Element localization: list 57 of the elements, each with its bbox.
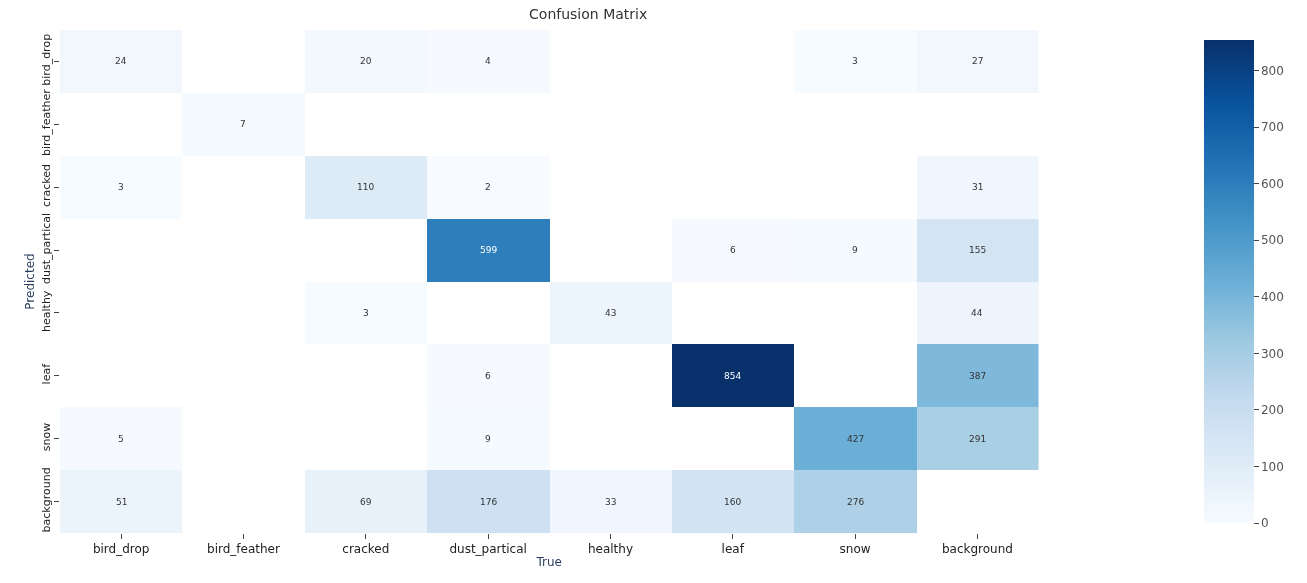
y-tick-label: bird_feather bbox=[39, 88, 53, 157]
x-tick-label: snow bbox=[839, 542, 871, 557]
color-bar-label: 500 bbox=[1260, 233, 1284, 248]
data-label: 291 bbox=[969, 434, 987, 444]
color-bar-label: 700 bbox=[1260, 120, 1284, 135]
x-tick-label: bird_drop bbox=[92, 542, 150, 557]
color-bar-label: 400 bbox=[1260, 289, 1284, 304]
data-label: 4 bbox=[485, 56, 491, 66]
y-tick-label: healthy bbox=[39, 290, 53, 332]
data-label: 24 bbox=[115, 56, 127, 66]
data-label: 3 bbox=[852, 56, 858, 66]
data-label: 176 bbox=[480, 497, 498, 507]
data-label: 44 bbox=[971, 308, 983, 318]
y-tick-label: bird_drop bbox=[39, 33, 53, 86]
data-label: 276 bbox=[847, 497, 865, 507]
data-label: 427 bbox=[847, 434, 865, 444]
x-tick-label: cracked bbox=[342, 542, 390, 557]
data-label: 2 bbox=[485, 182, 491, 192]
data-label: 27 bbox=[972, 56, 984, 66]
data-label: 155 bbox=[969, 245, 987, 255]
data-label: 387 bbox=[969, 371, 987, 381]
data-label: 599 bbox=[480, 245, 498, 255]
data-label: 3 bbox=[118, 182, 124, 192]
data-label: 9 bbox=[485, 434, 491, 444]
data-label: 6 bbox=[485, 371, 491, 381]
y-tick-label: cracked bbox=[39, 163, 53, 208]
color-bar-label: 800 bbox=[1260, 63, 1284, 78]
x-tick-label: bird_feather bbox=[207, 542, 280, 557]
data-label: 51 bbox=[116, 497, 128, 507]
y-axis-title: Predicted bbox=[22, 253, 37, 310]
x-tick-label: leaf bbox=[721, 542, 745, 557]
x-tick-label: dust_partical bbox=[449, 542, 527, 557]
chart-title: Confusion Matrix bbox=[529, 5, 648, 22]
data-label: 110 bbox=[357, 182, 375, 192]
x-tick-label: background bbox=[941, 542, 1013, 557]
data-label: 43 bbox=[605, 308, 617, 318]
data-label: 20 bbox=[360, 56, 372, 66]
data-label: 854 bbox=[724, 371, 742, 381]
data-label: 33 bbox=[605, 497, 617, 507]
data-label: 31 bbox=[972, 182, 984, 192]
color-bar-label: 100 bbox=[1260, 459, 1284, 474]
data-label: 160 bbox=[724, 497, 742, 507]
color-bar-label: 300 bbox=[1260, 346, 1284, 361]
data-label: 6 bbox=[730, 245, 736, 255]
data-label: 5 bbox=[118, 434, 124, 444]
y-tick-label: leaf bbox=[39, 362, 53, 385]
color-bar-label: 0 bbox=[1260, 516, 1269, 531]
data-label: 69 bbox=[360, 497, 372, 507]
y-tick-label: snow bbox=[39, 422, 53, 452]
y-tick-label: dust_partical bbox=[39, 212, 53, 284]
x-axis-title: True bbox=[535, 555, 563, 570]
data-label: 7 bbox=[240, 119, 246, 129]
data-label: 3 bbox=[363, 308, 369, 318]
color-bar-label: 200 bbox=[1260, 403, 1284, 418]
data-label: 9 bbox=[852, 245, 858, 255]
color-bar-label: 600 bbox=[1260, 176, 1284, 191]
x-tick-label: healthy bbox=[587, 542, 633, 557]
